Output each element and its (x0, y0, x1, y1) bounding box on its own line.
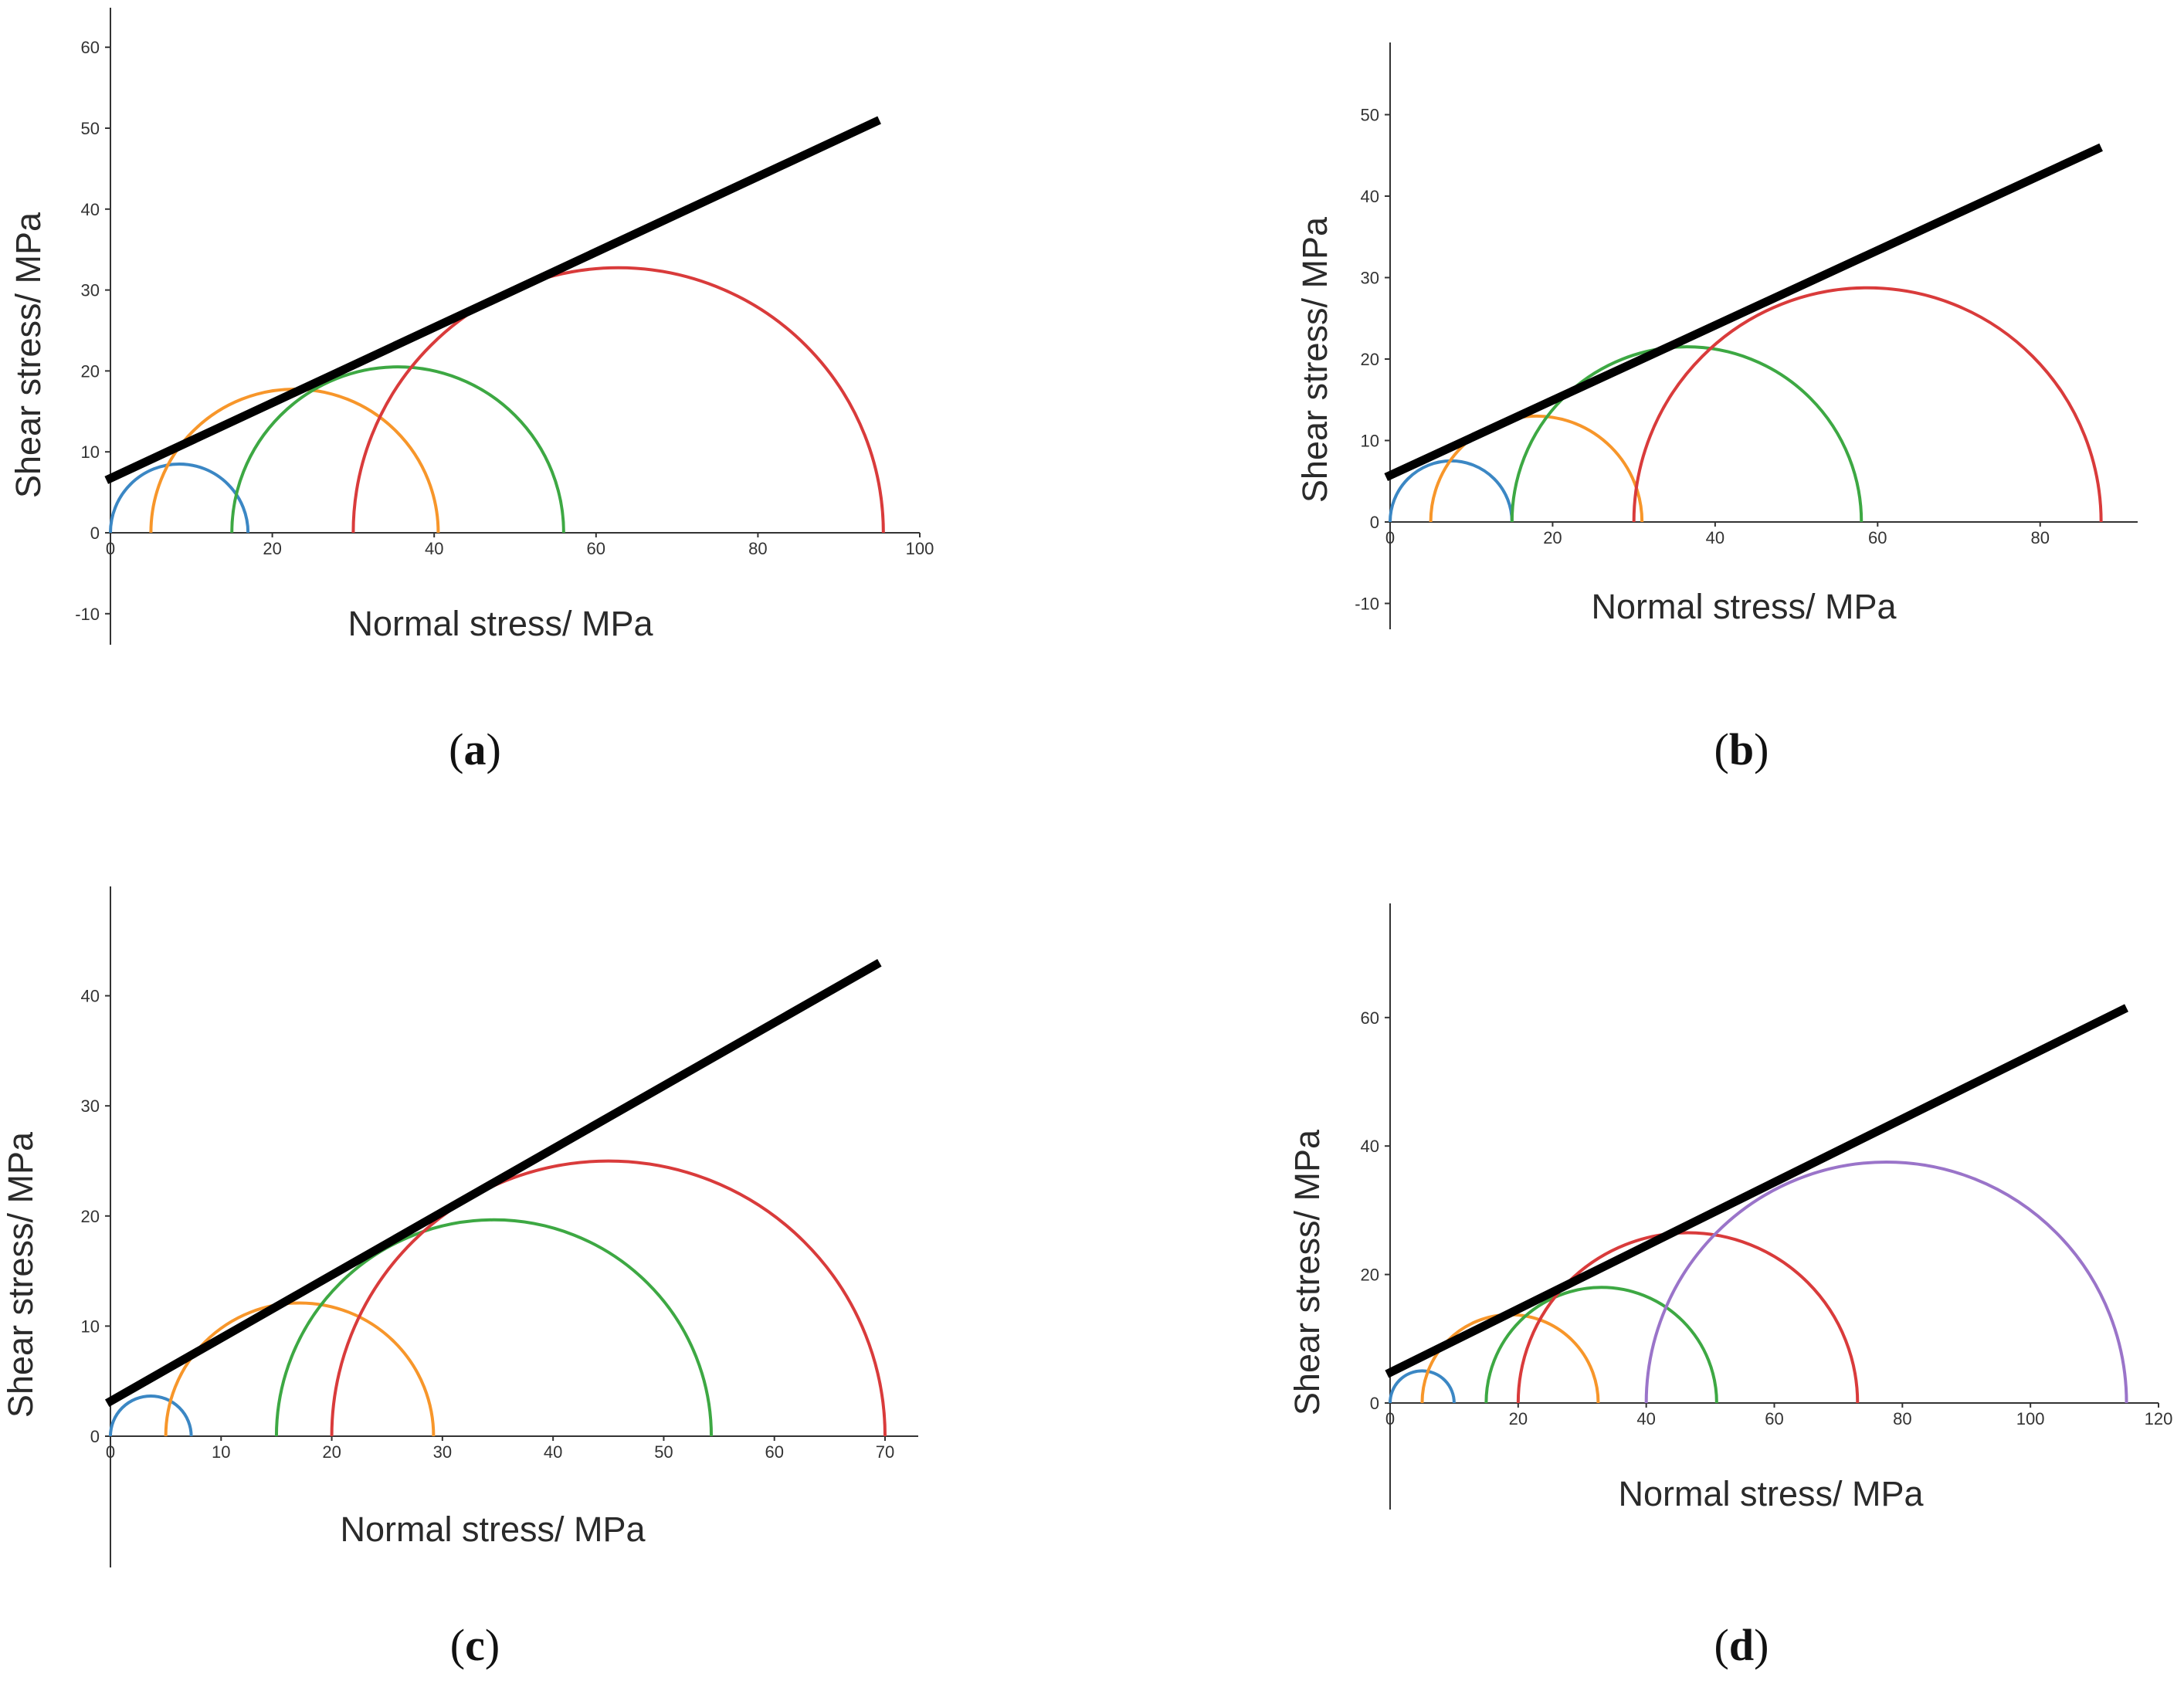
x-tick-label: 100 (2016, 1409, 2045, 1428)
y-tick-label: 30 (1361, 269, 1379, 288)
chart-panel-c: 0 10 20 30 40 50 60 70 0 10 20 30 40 Normal stress/ M… (1, 886, 918, 1567)
x-tick-label: 30 (433, 1442, 452, 1462)
x-tick-label: 40 (425, 539, 443, 558)
x-tick-label: 40 (544, 1442, 562, 1462)
x-tick-label: 0 (106, 539, 115, 558)
y-axis-label: Shear stress/ MPa (1287, 1129, 1327, 1415)
panel-label-d: (d) (1714, 1620, 1769, 1670)
x-axis-label: Normal stress/ MPa (1591, 587, 1897, 626)
mohr-circle-2 (1420, 1313, 1600, 1404)
y-tick-label: 0 (90, 524, 100, 543)
y-axis-label: Shear stress/ MPa (8, 212, 48, 498)
x-tick-label: 120 (2145, 1409, 2173, 1428)
y-tick-label: 10 (81, 1317, 100, 1336)
mohr-circle-4 (1516, 1231, 1860, 1404)
x-tick-label: 70 (876, 1442, 894, 1462)
x-tick-label: 40 (1706, 528, 1724, 547)
x-tick-label: 0 (1385, 1409, 1395, 1428)
y-tick-label: 60 (81, 38, 100, 57)
y-tick-label: 10 (81, 442, 100, 462)
mohr-circle-3 (274, 1218, 714, 1437)
x-tick-label: 60 (765, 1442, 783, 1462)
failure-envelope-line (104, 116, 881, 484)
x-tick-label: 40 (1636, 1409, 1655, 1428)
y-tick-label: 40 (1361, 187, 1379, 206)
x-tick-label: 10 (212, 1442, 230, 1462)
failure-envelope-line (1385, 1004, 2128, 1378)
y-tick-label: 20 (81, 1207, 100, 1226)
x-tick-label: 0 (1385, 528, 1395, 547)
mohr-circle-3 (230, 365, 565, 534)
mohr-circle-1 (1389, 1369, 1456, 1404)
y-tick-label: 0 (1370, 513, 1379, 532)
panel-label-b: (b) (1714, 724, 1769, 774)
mohr-circle-4 (330, 1160, 887, 1437)
y-tick-label: 20 (1361, 1266, 1379, 1285)
panel-label-a: (a) (449, 724, 501, 774)
chart-panel-b: 0 20 40 60 80 -10 0 10 20 30 40 50 Normal stress/ MP… (1295, 42, 2138, 629)
y-tick-label: 30 (81, 281, 100, 300)
x-tick-label: 20 (322, 1442, 341, 1462)
x-tick-label: 60 (1765, 1409, 1783, 1428)
x-axis-label: Normal stress/ MPa (340, 1510, 646, 1549)
y-axis-label: Shear stress/ MPa (1, 1131, 40, 1418)
y-tick-label: 30 (81, 1096, 100, 1116)
panel-label-c: (c) (450, 1620, 500, 1670)
y-tick-label: 10 (1361, 432, 1379, 451)
y-tick-label: 20 (81, 361, 100, 381)
failure-envelope-line (104, 959, 882, 1407)
x-tick-label: 60 (1868, 528, 1887, 547)
y-tick-label: 0 (90, 1427, 100, 1446)
y-tick-label: 20 (1361, 350, 1379, 369)
y-tick-label: 40 (81, 987, 100, 1006)
x-axis-label: Normal stress/ MPa (348, 604, 653, 643)
x-tick-label: 80 (1893, 1409, 1911, 1428)
x-axis-label: Normal stress/ MPa (1618, 1474, 1924, 1513)
mohr-circle-4 (351, 266, 885, 534)
mohr-circle-2 (149, 387, 440, 534)
x-tick-label: 60 (587, 539, 605, 558)
x-tick-label: 80 (748, 539, 767, 558)
x-tick-label: 80 (2030, 528, 2049, 547)
y-tick-label: 50 (1361, 106, 1379, 125)
y-axis-label: Shear stress/ MPa (1295, 216, 1334, 503)
y-tick-label: 40 (1361, 1137, 1379, 1156)
y-tick-label: 60 (1361, 1008, 1379, 1028)
mohr-circle-3 (1484, 1286, 1718, 1404)
y-tick-label: 50 (81, 119, 100, 138)
y-tick-label: 40 (81, 200, 100, 219)
mohr-circle-4 (1632, 286, 2103, 523)
failure-envelope-line (1384, 143, 2103, 481)
chart-panel-d: 0 20 40 60 80 100 120 0 20 40 60 Normal stress/ MPa… (1287, 903, 2172, 1513)
x-tick-label: 20 (1509, 1409, 1528, 1428)
mohr-circle-2 (164, 1301, 436, 1437)
x-tick-label: 50 (654, 1442, 673, 1462)
mohr-circle-1 (109, 1394, 193, 1437)
mohr-circle-5 (1646, 1162, 2127, 1403)
y-tick-label: 0 (1370, 1394, 1379, 1413)
x-tick-label: 100 (906, 539, 934, 558)
mohr-circle-1 (109, 462, 250, 534)
y-tick-label: -10 (1355, 595, 1379, 614)
mohr-circle-2 (1429, 415, 1644, 523)
y-tick-label: -10 (75, 605, 100, 624)
x-tick-label: 0 (106, 1442, 115, 1462)
x-tick-label: 20 (1543, 528, 1562, 547)
x-tick-label: 20 (263, 539, 281, 558)
chart-panel-a: 0 20 40 60 80 100 -10 0 10 20 30 40 50 60 Normal stres… (8, 8, 934, 645)
